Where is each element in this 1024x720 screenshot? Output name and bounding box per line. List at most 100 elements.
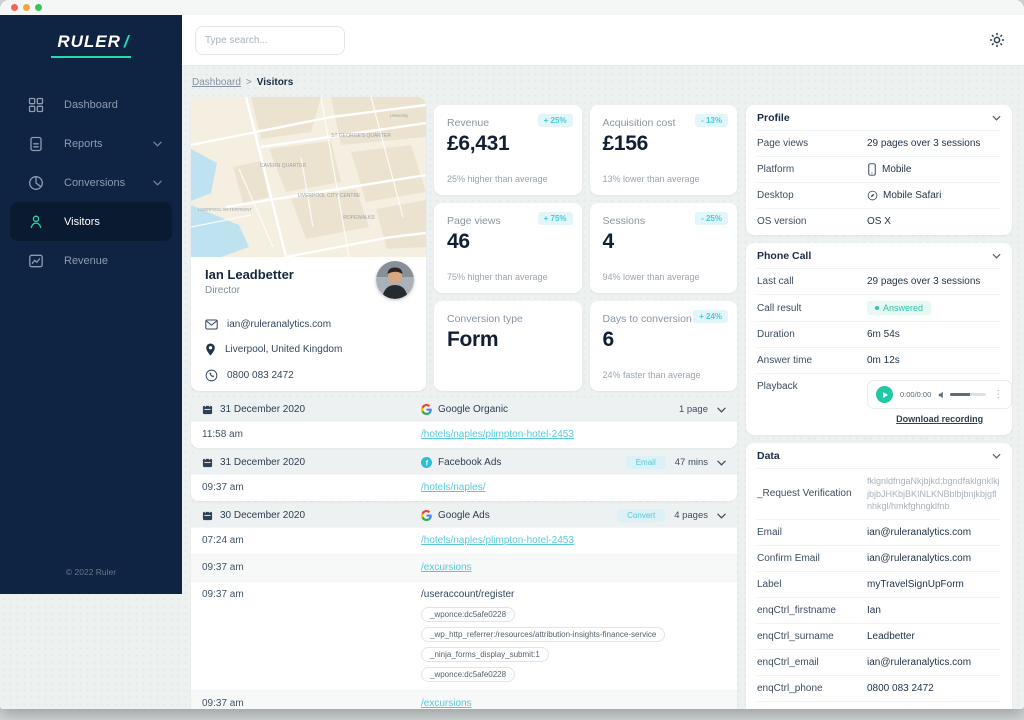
page-path-link[interactable]: /hotels/naples/plimpton-hotel-2453 [421, 429, 574, 440]
page-path-text: /useraccount/register [421, 589, 515, 600]
timeline-group: 31 December 2020 f Facebook Ads Email 47 min… [191, 451, 737, 501]
stat-value: £156 [602, 132, 649, 155]
search-input[interactable] [205, 34, 337, 46]
player-time: 0:00/0:00 [900, 390, 932, 399]
timeline-pages-count: 1 page [678, 404, 708, 415]
phone-call-panel-title: Phone Call [757, 249, 812, 262]
form-field-tag: _wp_http_referrer:/resources/attribution… [421, 627, 666, 642]
sidebar-item-conversions[interactable]: Conversions [10, 163, 172, 202]
timeline-date: 30 December 2020 [202, 510, 421, 521]
calendar-icon [202, 510, 213, 521]
timeline-row: 09:37 am/useraccount/register _wponce:dc5… [191, 581, 737, 690]
timeline-date-text: 31 December 2020 [220, 457, 306, 468]
chevron-down-icon [153, 141, 162, 147]
phone-call-panel-header[interactable]: Phone Call [757, 243, 1001, 268]
chevron-down-icon[interactable] [992, 115, 1001, 121]
player-menu-icon[interactable]: ⋮ [993, 388, 1004, 400]
visitor-email: ian@ruleranalytics.com [227, 319, 332, 330]
stat-value: £6,431 [447, 132, 510, 155]
sidebar-item-visitors[interactable]: Visitors [10, 202, 172, 241]
timeline-row-time: 09:37 am [202, 562, 244, 573]
play-icon [882, 391, 888, 398]
panel-row-value: OS X [867, 216, 1001, 227]
status-dot [875, 306, 879, 310]
panel-row-value: ian@ruleranalytics.com [867, 527, 1001, 538]
chevron-down-icon[interactable] [717, 513, 726, 519]
stat-label: Revenue [447, 117, 490, 129]
panel-row-value: ian@ruleranalytics.com [867, 553, 1001, 564]
page-path-link[interactable]: /hotels/naples/ [421, 482, 486, 493]
panel-row-value-text: 0800 083 2472 [867, 682, 934, 694]
visitor-location: Liverpool, United Kingdom [225, 344, 343, 355]
panel-row-enqctrl-firstname: enqCtrl_firstname Ian [757, 596, 1001, 623]
sidebar-item-dashboard[interactable]: Dashboard [10, 85, 172, 124]
close-window-button[interactable] [11, 4, 18, 11]
visitor-name: Ian Leadbetter [205, 267, 294, 282]
stat-note: 24% faster than average [602, 370, 701, 380]
status-badge-answered: Answered [867, 301, 932, 315]
minimize-window-button[interactable] [23, 4, 30, 11]
panel-row-label: Destination [757, 708, 867, 710]
panel-row-label: Last call [757, 276, 794, 287]
chevron-down-icon [153, 180, 162, 186]
visitors-icon [28, 214, 44, 230]
panel-row-label: Page views [757, 138, 809, 149]
page-path-link[interactable]: /excursions [421, 562, 472, 573]
settings-gear-icon[interactable] [989, 32, 1005, 48]
play-button[interactable] [876, 386, 893, 403]
timeline-group-header[interactable]: 31 December 2020 f Facebook Ads Email 47 min… [191, 451, 737, 474]
timeline-row-time: 07:24 am [202, 535, 244, 546]
page-path-link[interactable]: /hotels/naples/plimpton-hotel-2453 [421, 535, 574, 546]
timeline-row: 09:37 am/excursions [191, 554, 737, 581]
sidebar-item-revenue[interactable]: Revenue [10, 241, 172, 280]
panel-row-request-verification: _Request Verification fklgnldfngaNkjbjkd;… [757, 468, 1001, 519]
calendar-icon [202, 404, 213, 415]
page-path-link[interactable]: /excursions [421, 698, 472, 709]
timeline-row-body: /hotels/naples/plimpton-hotel-2453 [421, 535, 726, 546]
google-icon [421, 404, 432, 415]
stat-change-badge: + 75% [537, 212, 573, 225]
timeline-source-name: Google Organic [438, 404, 509, 415]
safari-icon [867, 190, 878, 201]
panel-row-value: Mobile [867, 163, 1001, 176]
volume-slider[interactable] [950, 393, 987, 396]
svg-text:f: f [426, 458, 429, 467]
panel-row-page-views: Page views 29 pages over 3 sessions [757, 130, 1001, 156]
stat-card-days-to-conversion: + 24% Days to conversion 6 24% faster than … [589, 301, 737, 391]
sidebar-item-reports[interactable]: Reports [10, 124, 172, 163]
chevron-down-icon[interactable] [992, 253, 1001, 259]
profile-panel-header[interactable]: Profile [757, 105, 1001, 130]
timeline-group-header[interactable]: 31 December 2020 Google Organic 1 page [191, 398, 737, 421]
stat-card-acquisition-cost: - 13% Acquisition cost £156 13% lower than … [589, 105, 737, 195]
stat-label: Acquisition cost [602, 117, 676, 129]
timeline-date-text: 31 December 2020 [220, 404, 306, 415]
phone-icon [205, 369, 218, 382]
sidebar: RULER / Dashboard Reports Conversions Visit… [0, 15, 182, 594]
ruler-logo[interactable]: RULER / [0, 32, 182, 58]
breadcrumb-dashboard-link[interactable]: Dashboard [192, 77, 241, 88]
timeline-row-body: /excursions [421, 698, 726, 709]
panel-row-value-text: 29 pages over 3 sessions [867, 276, 981, 287]
visitor-profile-card: ST GEORGE'S QUARTER CAVERN QUARTER LIVER… [191, 97, 426, 391]
panel-row-value-text: Mobile Safari [883, 190, 942, 201]
panel-row-os-version: OS version OS X [757, 208, 1001, 234]
download-recording-link[interactable]: Download recording [896, 414, 984, 424]
panel-row-label: OS version [757, 216, 807, 227]
chevron-down-icon[interactable] [992, 453, 1001, 459]
contact-location-row: Liverpool, United Kingdom [205, 343, 412, 356]
zoom-window-button[interactable] [35, 4, 42, 11]
sidebar-item-label: Conversions [64, 176, 126, 189]
timeline-group-header[interactable]: 30 December 2020 Google Ads Convert 4 pages [191, 504, 737, 527]
search-box[interactable] [195, 25, 345, 55]
data-panel-header[interactable]: Data [757, 443, 1001, 468]
svg-text:CAVERN QUARTER: CAVERN QUARTER [260, 163, 307, 169]
panel-row-label: Answer time [757, 355, 813, 366]
chevron-down-icon[interactable] [717, 407, 726, 413]
sidebar-nav: Dashboard Reports Conversions Visitors Reven… [0, 85, 182, 280]
timeline-row-time: 09:37 am [202, 698, 244, 709]
panel-row-value: Mobile Safari [867, 190, 1001, 201]
sidebar-item-label: Revenue [64, 254, 109, 267]
timeline-group-meta: Email 47 mins [625, 456, 726, 469]
timeline-date: 31 December 2020 [202, 404, 421, 415]
chevron-down-icon[interactable] [717, 460, 726, 466]
